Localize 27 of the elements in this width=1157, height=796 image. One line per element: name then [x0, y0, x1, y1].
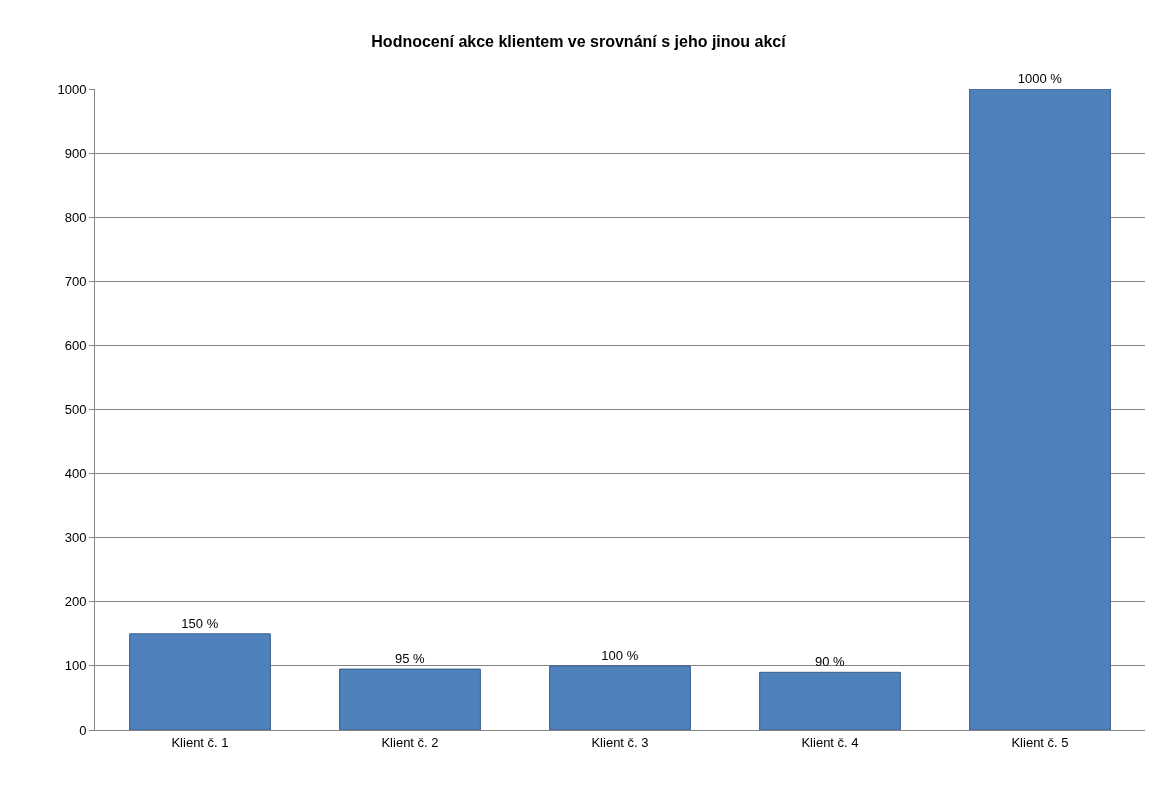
y-tick-label: 900	[64, 145, 87, 161]
y-tick-label: 100	[64, 658, 87, 674]
data-label: 90 %	[814, 654, 846, 670]
data-label: 100 %	[601, 647, 639, 663]
bar	[129, 633, 271, 730]
chart-title: Hodnocení akce klientem ve srovnání s jeho jinou akcí	[371, 33, 787, 51]
x-tick-label: Klient č. 5	[1011, 734, 1069, 750]
y-tick-label: 200	[64, 594, 87, 610]
data-label: 95 %	[394, 651, 426, 667]
data-label: 1000 %	[1017, 71, 1063, 86]
bar	[549, 665, 691, 730]
x-tick-label: Klient č. 4	[801, 734, 859, 750]
y-tick-label: 800	[64, 209, 87, 225]
data-label: 150 %	[181, 615, 219, 631]
bar	[969, 89, 1111, 730]
x-tick-label: Klient č. 2	[381, 734, 439, 750]
y-tick-label: 700	[64, 273, 87, 289]
y-tick-label: 1000	[57, 81, 87, 97]
y-tick-label: 400	[64, 466, 87, 482]
y-tick-label: 600	[64, 337, 87, 353]
x-tick-label: Klient č. 3	[591, 734, 649, 750]
y-tick-label: 0	[79, 722, 87, 738]
y-tick-label: 500	[64, 402, 87, 418]
x-tick-label: Klient č. 1	[171, 734, 229, 750]
y-tick-label: 300	[64, 530, 87, 546]
bar	[339, 668, 481, 730]
bar	[759, 671, 901, 730]
